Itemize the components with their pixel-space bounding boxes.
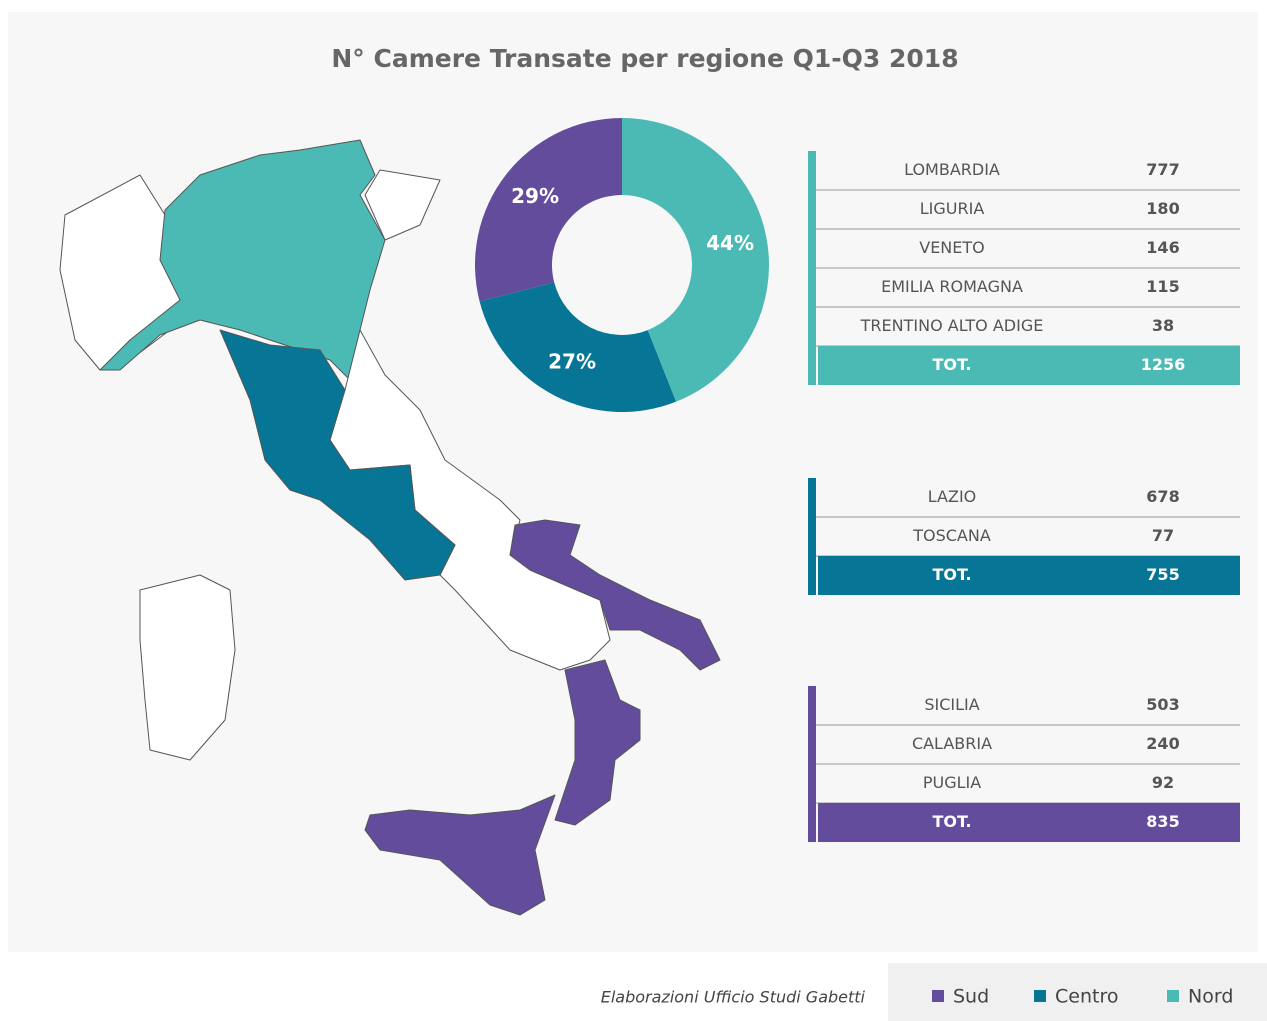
footer-note: Elaborazioni Ufficio Studi Gabetti (601, 988, 866, 1007)
region-value: 115 (1146, 277, 1179, 296)
italy-map (59, 139, 721, 916)
total-row (818, 803, 1240, 842)
region-value: 77 (1152, 526, 1174, 545)
region-value: 678 (1146, 487, 1179, 506)
region-value: 180 (1146, 199, 1179, 218)
region-name: VENETO (919, 238, 985, 257)
total-label: TOT. (932, 812, 971, 831)
region-value: 503 (1146, 695, 1179, 714)
legend-label: Centro (1055, 986, 1118, 1008)
total-row (818, 556, 1240, 595)
total-value: 835 (1146, 812, 1179, 831)
legend-label: Sud (953, 986, 989, 1008)
donut-segment (622, 117, 770, 402)
region-name: TRENTINO ALTO ADIGE (860, 316, 1044, 335)
legend-box (888, 963, 1267, 1021)
region-name: SICILIA (924, 695, 979, 714)
region-value: 92 (1152, 773, 1174, 792)
region-value: 777 (1146, 160, 1179, 179)
total-label: TOT. (932, 565, 971, 584)
region-name: TOSCANA (912, 526, 991, 545)
legend-swatch (1034, 990, 1046, 1002)
total-label: TOT. (932, 355, 971, 374)
donut-label: 29% (511, 184, 559, 208)
region-name: LOMBARDIA (904, 160, 1000, 179)
legend-swatch (1167, 990, 1179, 1002)
region-value: 146 (1146, 238, 1179, 257)
region-name: LIGURIA (920, 199, 985, 218)
region-value: 240 (1146, 734, 1179, 753)
chart-title: N° Camere Transate per regione Q1-Q3 201… (331, 44, 958, 73)
donut-segment (479, 282, 677, 413)
region-value: 38 (1152, 316, 1174, 335)
legend-swatch (932, 990, 944, 1002)
total-value: 1256 (1141, 355, 1186, 374)
region-name: PUGLIA (923, 773, 981, 792)
donut-label: 27% (548, 350, 596, 374)
group-bar (808, 151, 816, 385)
total-row (818, 346, 1240, 385)
group-bar (808, 686, 816, 842)
region-name: EMILIA ROMAGNA (881, 277, 1023, 296)
region-name: LAZIO (928, 487, 977, 506)
region-name: CALABRIA (912, 734, 992, 753)
legend-label: Nord (1188, 986, 1233, 1008)
total-value: 755 (1146, 565, 1179, 584)
donut-segment (474, 118, 622, 302)
group-bar (808, 478, 816, 595)
donut-label: 44% (706, 231, 754, 255)
